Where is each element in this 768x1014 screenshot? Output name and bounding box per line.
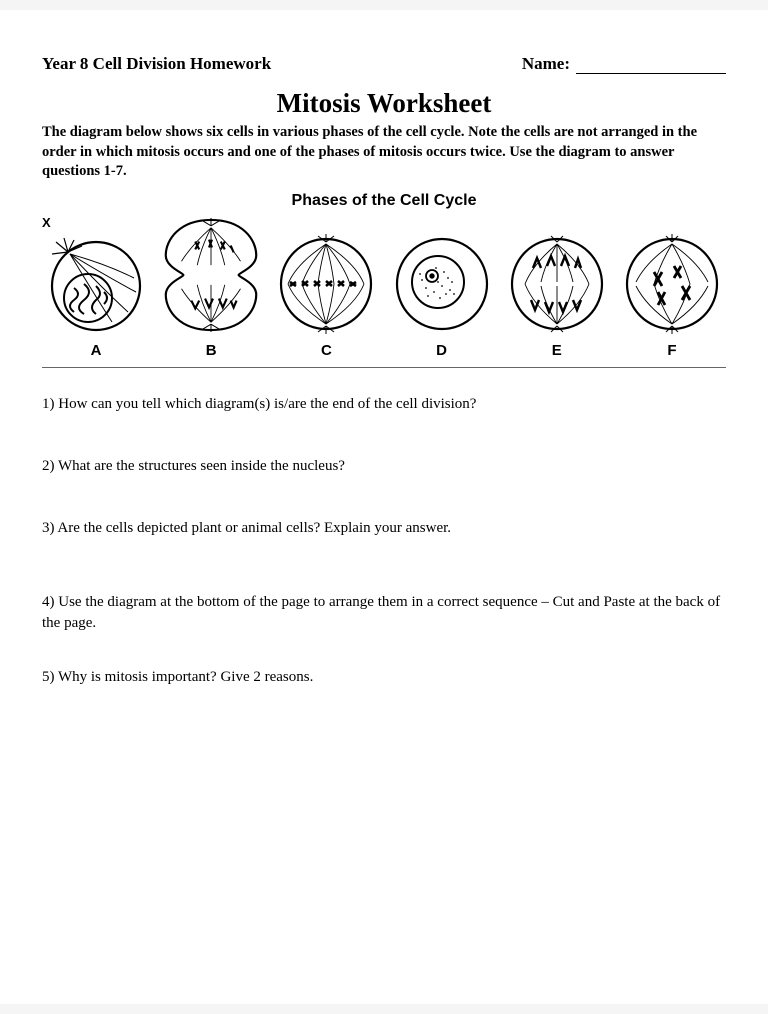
question-1: 1) How can you tell which diagram(s) is/… [42,394,726,414]
header-right: Name: [522,54,726,74]
cell-b-icon [161,216,261,334]
cell-e-icon [507,234,607,334]
label-c: C [276,342,376,359]
label-e: E [507,342,607,359]
page-header: Year 8 Cell Division Homework Name: [42,54,726,74]
header-left: Year 8 Cell Division Homework [42,54,271,74]
label-f: F [622,342,722,359]
cell-c [276,234,376,334]
question-5: 5) Why is mitosis important? Give 2 reas… [42,667,726,687]
question-4: 4) Use the diagram at the bottom of the … [42,592,726,633]
label-b: B [161,342,261,359]
instructions-text: The diagram below shows six cells in var… [42,123,726,182]
cell-d [392,234,492,334]
worksheet-title: Mitosis Worksheet [42,88,726,119]
cell-cycle-diagram: Phases of the Cell Cycle X [42,192,726,368]
cell-a: X [46,216,146,334]
cell-labels-row: A B C D E F [42,336,726,367]
question-3: 3) Are the cells depicted plant or anima… [42,518,726,538]
x-label: X [42,215,51,230]
name-label: Name: [522,54,570,74]
diagram-title: Phases of the Cell Cycle [42,192,726,210]
label-d: D [392,342,492,359]
label-a: A [46,342,146,359]
cells-row: X [42,216,726,336]
question-2: 2) What are the structures seen inside t… [42,456,726,476]
worksheet-page: Year 8 Cell Division Homework Name: Mito… [0,10,768,1004]
cell-c-icon [276,234,376,334]
cell-d-icon [392,234,492,334]
cell-e [507,234,607,334]
cell-f [622,234,722,334]
name-blank-line[interactable] [576,55,726,74]
cell-a-icon [46,234,146,334]
cell-b [161,216,261,334]
cell-f-icon [622,234,722,334]
